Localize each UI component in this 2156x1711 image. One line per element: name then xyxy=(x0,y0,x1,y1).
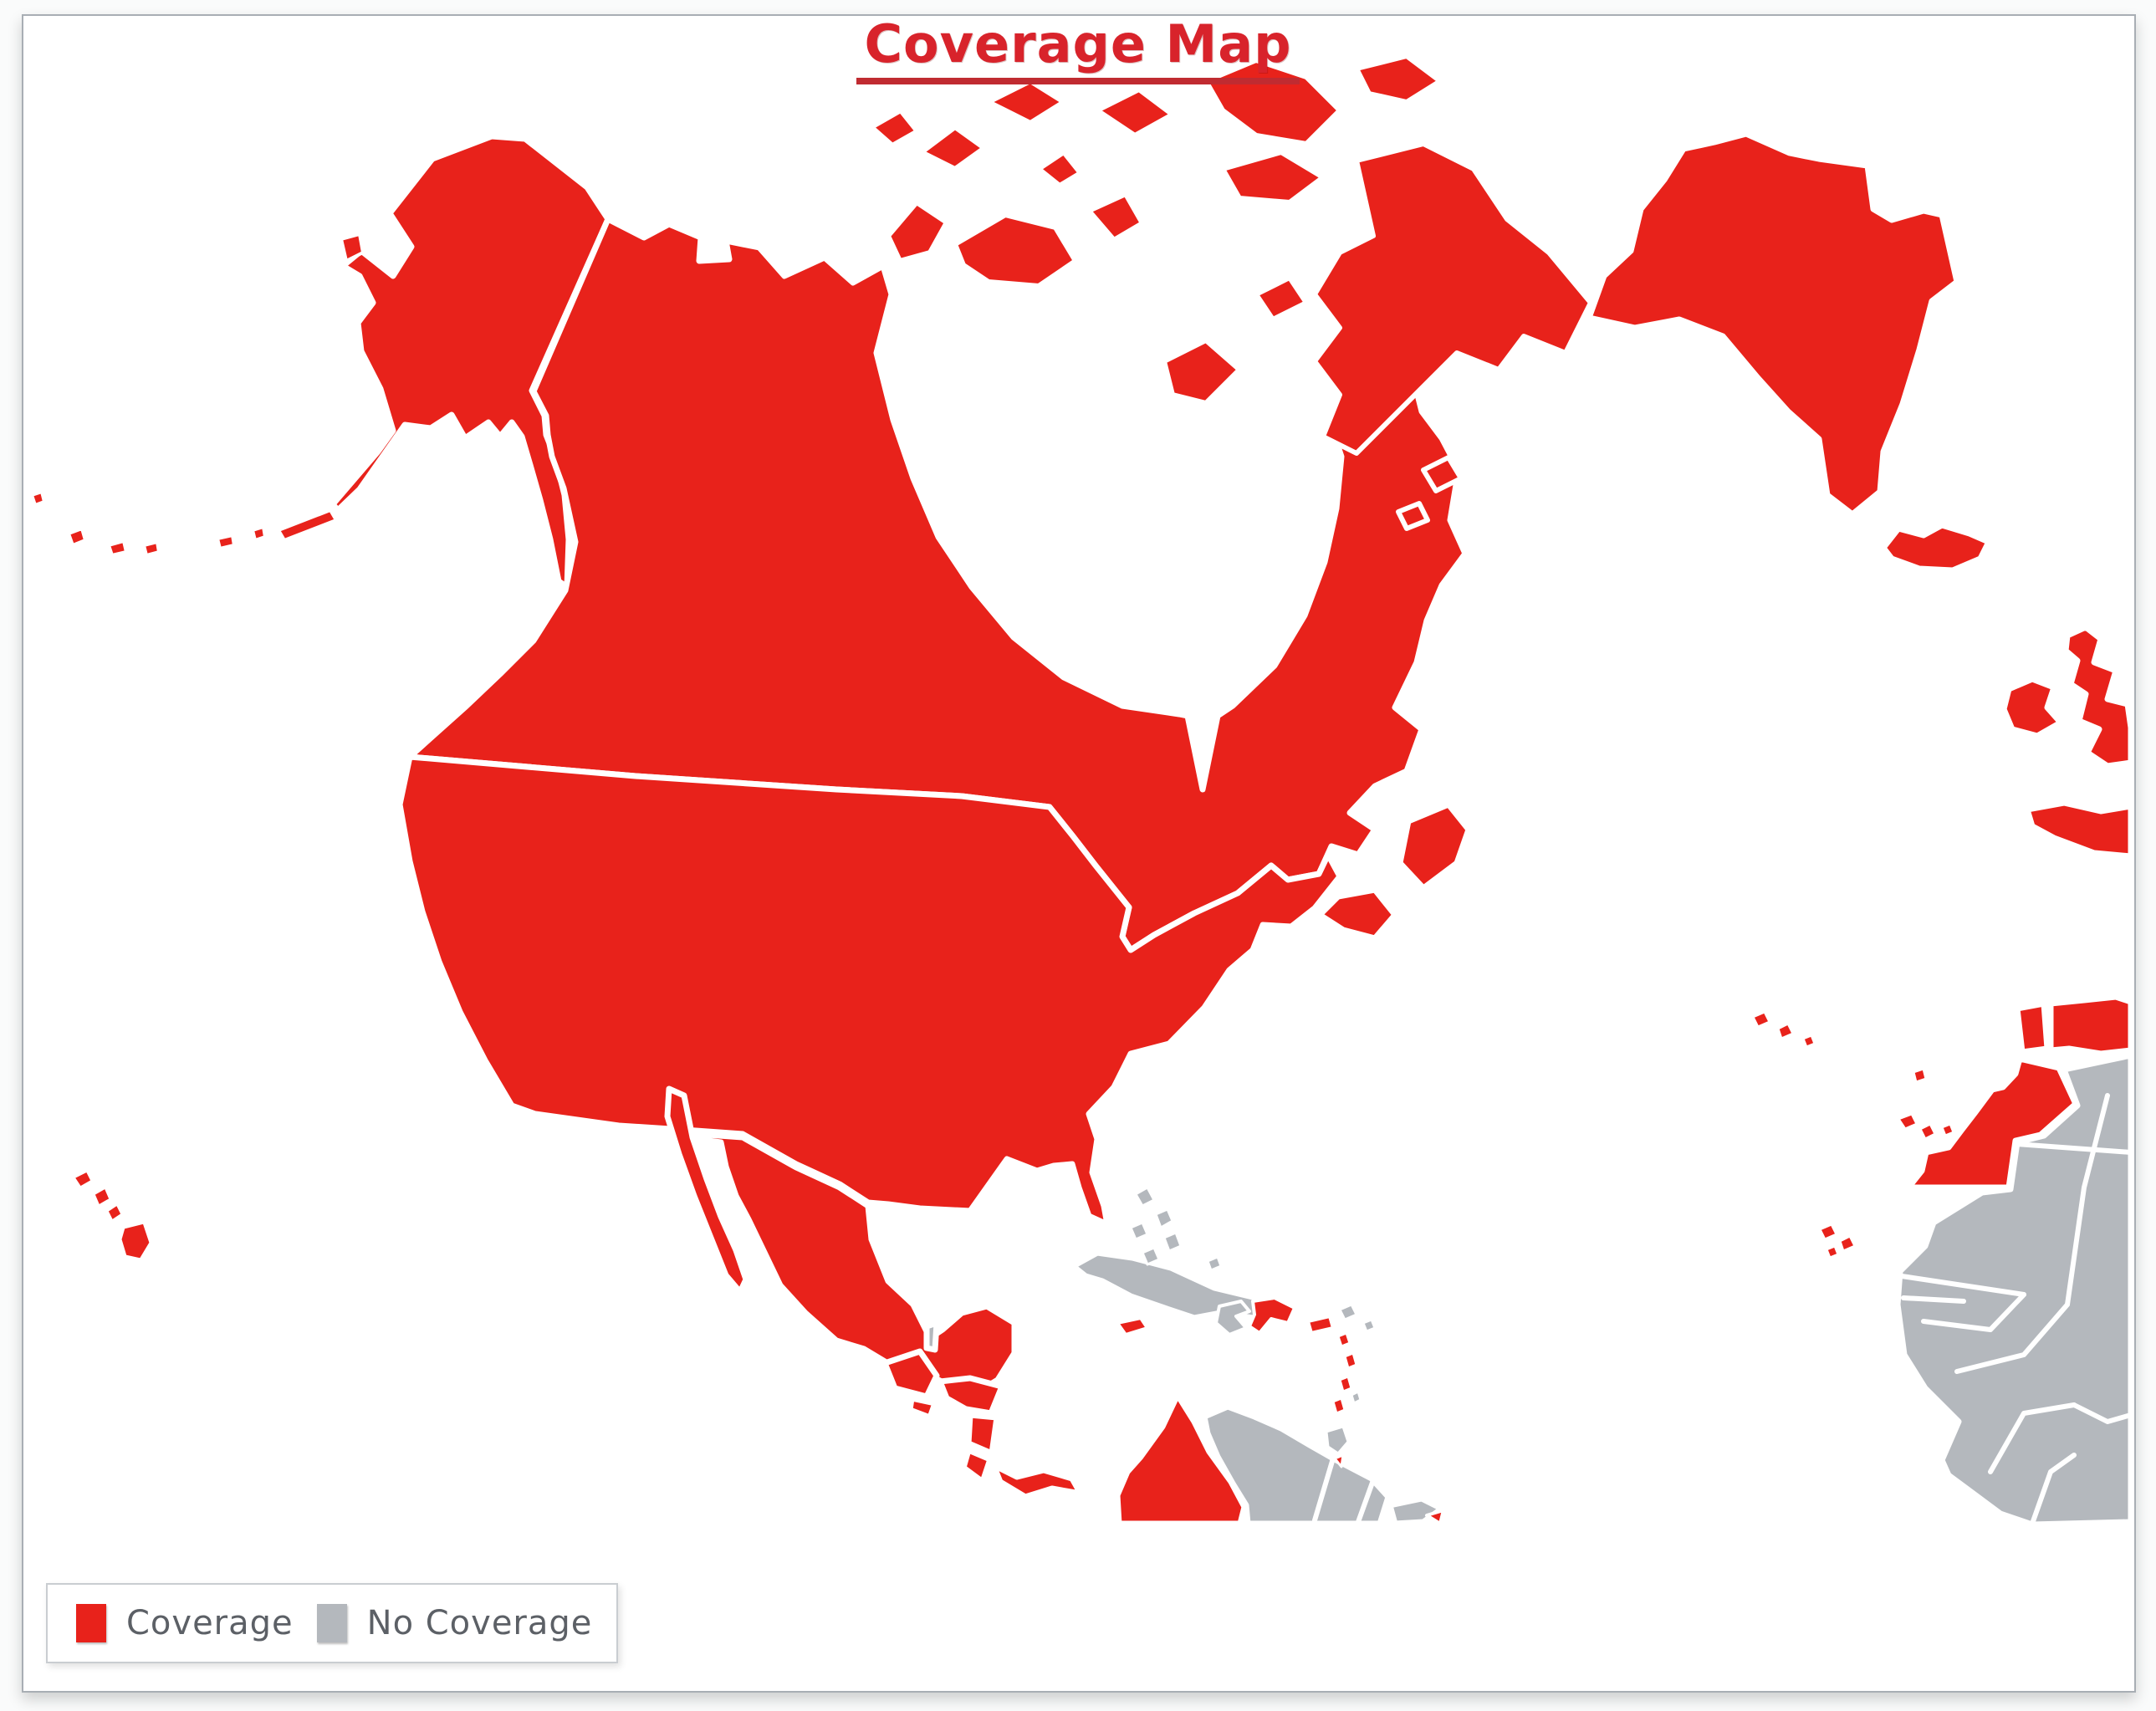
coverage-swatch xyxy=(76,1604,106,1642)
region-atlantic-islands xyxy=(1751,1010,1955,1259)
region-usa xyxy=(396,753,1343,1228)
sa-internal-borders xyxy=(1312,1456,1376,1525)
header: Coverage Map xyxy=(0,13,2156,84)
region-trinidad-tobago xyxy=(1425,1509,1445,1525)
region-hawaii xyxy=(72,1169,152,1261)
region-belize xyxy=(923,1320,940,1353)
no-coverage-label: No Coverage xyxy=(366,1604,593,1642)
coverage-legend: Coverage No Coverage xyxy=(46,1583,618,1663)
region-aleutian-islands xyxy=(30,490,338,557)
region-spain xyxy=(2047,993,2134,1057)
region-united-kingdom xyxy=(2062,624,2134,769)
region-lesser-antilles-gray xyxy=(1325,1390,1362,1455)
region-puerto-rico xyxy=(1306,1315,1335,1335)
region-iceland xyxy=(1880,522,1992,574)
region-arctic-islands xyxy=(869,54,1593,531)
legend-item-no-coverage: No Coverage xyxy=(316,1604,593,1642)
region-newfoundland xyxy=(1397,801,1472,891)
region-panama xyxy=(990,1462,1084,1500)
no-coverage-swatch xyxy=(316,1604,347,1642)
region-el-salvador xyxy=(907,1395,938,1421)
region-guatemala xyxy=(881,1348,940,1400)
region-turks-and-caicos xyxy=(1206,1255,1377,1333)
region-haiti xyxy=(1214,1300,1251,1336)
region-portugal xyxy=(2014,1000,2051,1055)
region-jamaica xyxy=(1116,1316,1149,1336)
region-france xyxy=(2024,799,2134,860)
region-costa-rica xyxy=(960,1447,994,1485)
region-dominican-republic xyxy=(1248,1296,1296,1335)
region-honduras xyxy=(937,1375,1005,1417)
region-st-lawrence-island xyxy=(340,232,365,263)
region-lesser-antilles xyxy=(1331,1331,1358,1468)
page-title: Coverage Map xyxy=(856,13,1300,84)
region-nicaragua xyxy=(965,1412,1000,1457)
region-greenland xyxy=(1586,130,1960,518)
region-bahamas xyxy=(1129,1186,1183,1266)
legend-item-coverage: Coverage xyxy=(76,1604,294,1642)
region-ireland xyxy=(2000,676,2064,739)
region-mexico xyxy=(534,1085,1018,1400)
africa-internal-borders xyxy=(1899,1093,2133,1526)
region-colombia xyxy=(1114,1392,1248,1527)
coverage-label: Coverage xyxy=(126,1604,294,1642)
region-venezuela-guianas xyxy=(1201,1403,1392,1527)
region-nova-scotia xyxy=(1316,886,1398,942)
